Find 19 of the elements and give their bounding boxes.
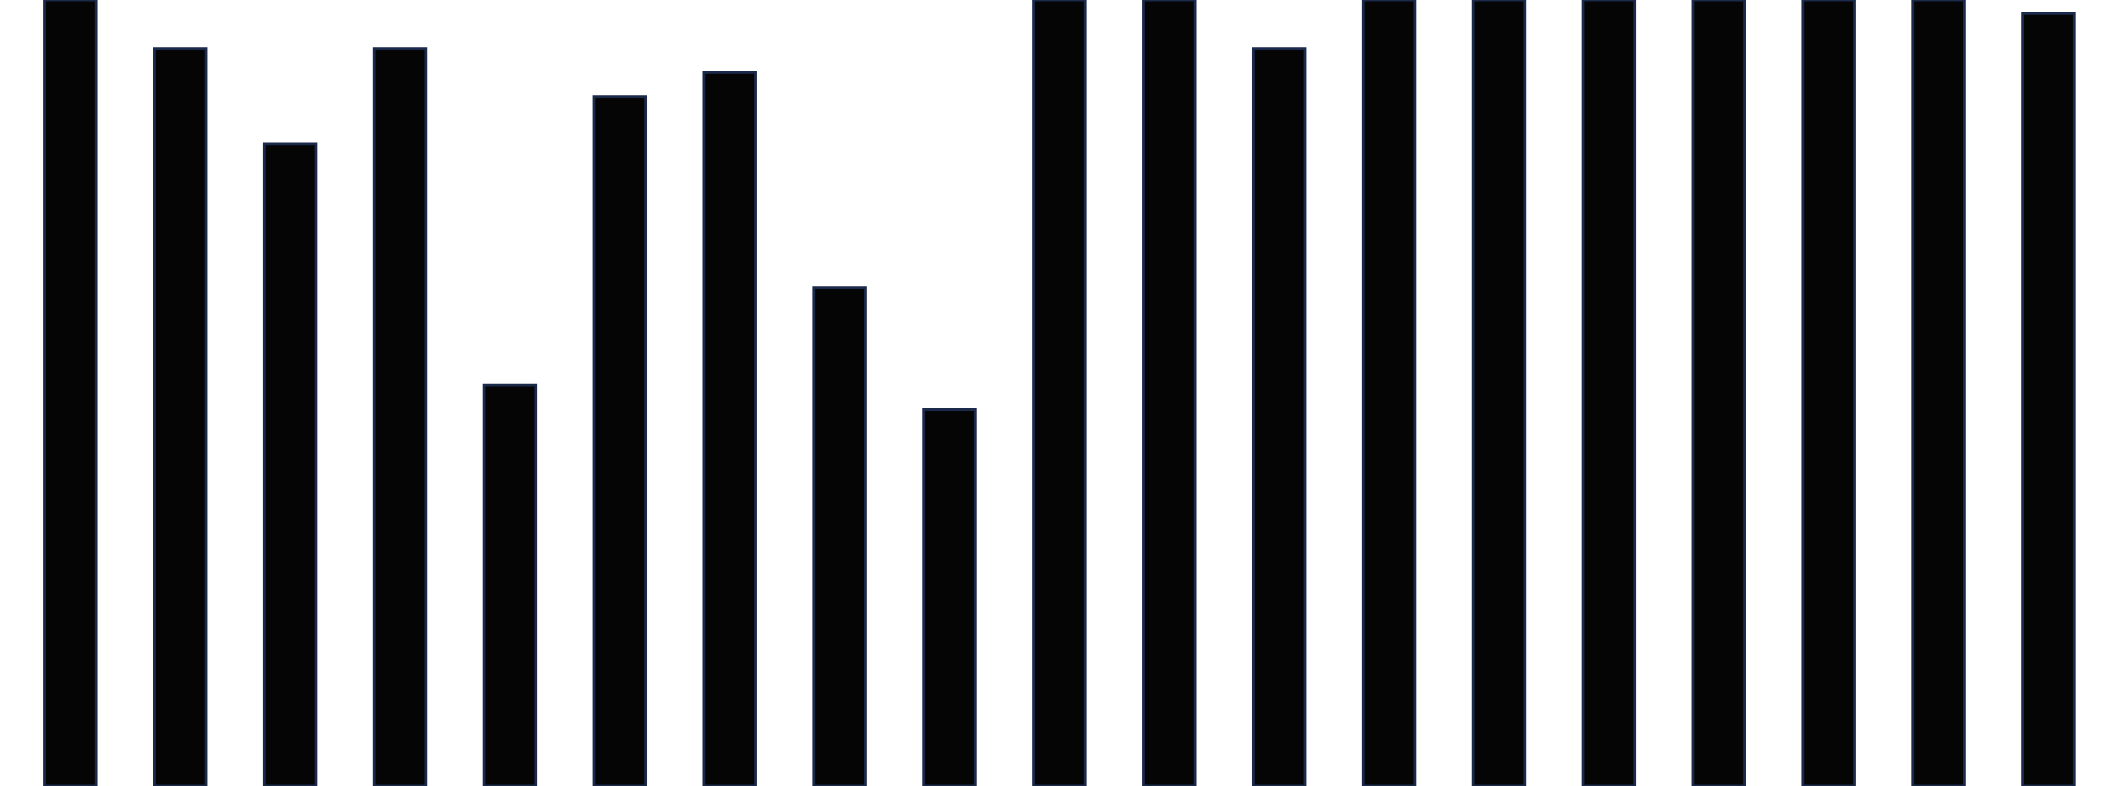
bar [702,70,757,786]
bar [1251,47,1307,786]
bar [153,47,208,786]
bar [812,286,867,786]
bar [43,0,98,786]
bar [1691,0,1746,786]
bar [1032,0,1087,786]
bar [1801,0,1856,786]
bar [1581,0,1637,786]
bar [592,95,648,786]
bar [482,383,538,786]
bar [1142,0,1197,786]
bar [372,47,428,786]
bar [262,142,318,786]
bar [922,408,977,786]
bar [2021,11,2076,786]
bar [1911,0,1966,786]
bar [1361,0,1417,786]
bar [1471,0,1527,786]
